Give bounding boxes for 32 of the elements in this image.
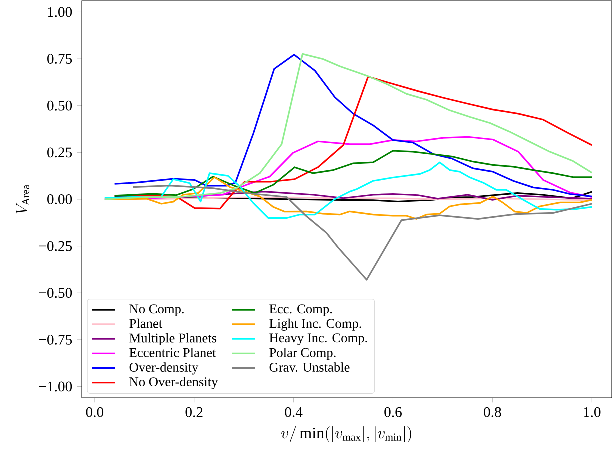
y-tick-label: 0.00 (48, 194, 72, 204)
legend-label: Eccentric Planet (130, 348, 216, 358)
x-tick-label: 0.4 (285, 407, 303, 418)
legend-label: Heavy Inc. Comp. (270, 334, 368, 346)
x-tick-label: 0.6 (384, 407, 402, 418)
legend-label: Light Inc. Comp. (270, 318, 362, 331)
x-tick-label: 0.0 (86, 407, 104, 418)
y-tick-label: −0.50 (39, 288, 72, 298)
legend-label: Ecc. Comp. (270, 304, 332, 316)
x-tick-label: 0.8 (484, 407, 502, 418)
line-series (132, 185, 593, 281)
y-tick-label: 1.00 (48, 7, 72, 18)
y-tick-label: 0.75 (48, 54, 72, 64)
legend-label: No Over-density (130, 377, 218, 390)
x-axis-title: $v/\min(|v_{\mathrm{max}}|,|v_{\mathrm{min}}|)$ (281, 426, 412, 442)
y-tick-label: −0.25 (39, 241, 72, 252)
legend-label: No Comp. (130, 304, 184, 316)
legend-label: Polar Comp. (270, 348, 336, 360)
y-tick-label: −1.00 (39, 382, 72, 392)
legend-label: Multiple Planets (130, 333, 217, 346)
legend-label: Over-density (130, 362, 199, 375)
line-series (114, 150, 593, 197)
legend-label: Planet (130, 318, 163, 328)
y-tick-label: 0.25 (48, 148, 72, 158)
y-axis-title: $V_{\mathrm{Area}}$ (16, 185, 30, 214)
y-tick-label: 0.50 (48, 100, 72, 111)
x-tick-label: 0.2 (186, 407, 203, 418)
line-series (104, 136, 593, 200)
x-tick-label: 1.0 (584, 407, 601, 418)
legend-label: Grav. Unstable (270, 362, 350, 372)
line-series (104, 162, 593, 220)
y-tick-label: −0.75 (39, 334, 72, 345)
